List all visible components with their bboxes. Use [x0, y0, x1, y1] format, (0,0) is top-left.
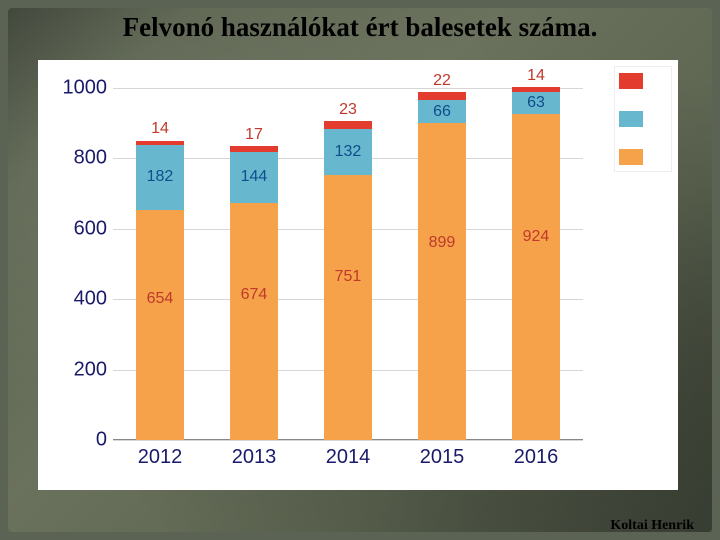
bar-value-label: 17	[245, 126, 263, 144]
bar-segment-orange: 654	[136, 210, 185, 440]
bar-value-label: 654	[147, 290, 174, 308]
bar-value-label: 22	[433, 72, 451, 90]
bar-segment-orange: 899	[418, 123, 467, 440]
bar-value-label: 14	[151, 120, 169, 138]
legend-swatch-red	[619, 73, 643, 89]
bar-value-label: 144	[241, 168, 268, 186]
legend-swatch-orange	[619, 149, 643, 165]
bar-value-label: 23	[339, 101, 357, 119]
bar-value-label: 182	[147, 168, 174, 186]
bar-value-label: 751	[335, 268, 362, 286]
y-tick-label: 600	[74, 217, 113, 240]
legend-swatch-blue	[619, 111, 643, 127]
x-tick-label: 2015	[420, 440, 465, 469]
bar-segment-blue: 182	[136, 145, 185, 209]
legend	[614, 66, 672, 172]
bar-value-label: 899	[429, 234, 456, 252]
bar-segment-orange: 674	[230, 203, 279, 441]
bar-segment-orange: 751	[324, 175, 373, 440]
y-tick-label: 400	[74, 288, 113, 311]
bar-segment-blue: 66	[418, 100, 467, 123]
bar-value-label: 674	[241, 286, 268, 304]
y-tick-label: 1000	[63, 76, 114, 99]
bar-segment-red	[230, 146, 279, 152]
bar-value-label: 66	[433, 103, 451, 121]
bar-segment-blue: 132	[324, 129, 373, 176]
bar-segment-red	[324, 121, 373, 129]
bar-value-label: 924	[523, 228, 550, 246]
plot-area: 0200400600800100020126541821420136741441…	[113, 70, 583, 440]
x-tick-label: 2012	[138, 440, 183, 469]
x-tick-label: 2013	[232, 440, 277, 469]
y-tick-label: 0	[96, 429, 113, 452]
bar-value-label: 132	[335, 143, 362, 161]
footer-author: Koltai Henrik	[610, 518, 694, 534]
chart-container: 0 200 400 600 800 1000 2012 654 182 14 2013 674 144 1…	[38, 60, 678, 490]
bar-segment-blue: 144	[230, 152, 279, 203]
bar-segment-red	[418, 92, 467, 100]
x-tick-label: 2014	[326, 440, 371, 469]
y-tick-label: 200	[74, 358, 113, 381]
bar-value-label: 14	[527, 67, 545, 85]
chart-title: Felvonó használókat ért balesetek száma.	[0, 12, 720, 43]
bar-segment-red	[512, 87, 561, 92]
y-tick-label: 800	[74, 147, 113, 170]
x-tick-label: 2016	[514, 440, 559, 469]
bar-value-label: 63	[527, 94, 545, 112]
bar-segment-orange: 924	[512, 114, 561, 440]
bar-segment-red	[136, 141, 185, 146]
bar-segment-blue: 63	[512, 92, 561, 114]
slide: Felvonó használókat ért balesetek száma.…	[0, 0, 720, 540]
